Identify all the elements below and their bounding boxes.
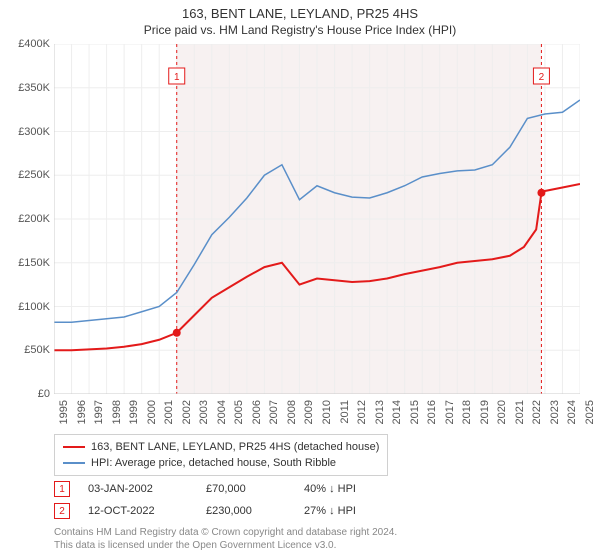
transaction-price: £230,000 [206,505,286,517]
chart-title: 163, BENT LANE, LEYLAND, PR25 4HS [0,0,600,21]
y-tick-label: £150K [4,257,50,269]
x-tick-label: 2024 [566,400,578,424]
legend-row: HPI: Average price, detached house, Sout… [63,455,379,471]
x-tick-label: 2016 [426,400,438,424]
x-tick-label: 2020 [496,400,508,424]
legend-row: 163, BENT LANE, LEYLAND, PR25 4HS (detac… [63,439,379,455]
transaction-pct: 40% ↓ HPI [304,483,404,495]
y-tick-label: £350K [4,82,50,94]
x-tick-label: 2003 [198,400,210,424]
legend-label-price: 163, BENT LANE, LEYLAND, PR25 4HS (detac… [91,441,379,453]
x-tick-label: 2004 [216,400,228,424]
x-tick-label: 2006 [251,400,263,424]
legend: 163, BENT LANE, LEYLAND, PR25 4HS (detac… [54,434,388,476]
transaction-row: 1 03-JAN-2002 £70,000 40% ↓ HPI [54,478,404,500]
x-tick-label: 2023 [549,400,561,424]
marker-badge: 1 [54,481,70,497]
x-tick-label: 2019 [479,400,491,424]
footer-line: Contains HM Land Registry data © Crown c… [54,526,397,539]
plot-svg: 12 [54,44,580,394]
y-tick-label: £400K [4,38,50,50]
x-tick-label: 2002 [181,400,193,424]
transaction-row: 2 12-OCT-2022 £230,000 27% ↓ HPI [54,500,404,522]
x-tick-label: 2022 [531,400,543,424]
transaction-date: 12-OCT-2022 [88,505,188,517]
x-tick-label: 1996 [76,400,88,424]
x-tick-label: 2011 [339,400,351,424]
x-tick-label: 2025 [584,400,596,424]
y-tick-label: £200K [4,213,50,225]
footer: Contains HM Land Registry data © Crown c… [54,526,397,552]
x-tick-label: 2001 [163,400,175,424]
x-tick-label: 2008 [286,400,298,424]
x-tick-label: 2017 [444,400,456,424]
x-tick-label: 1999 [128,400,140,424]
x-tick-label: 2014 [391,400,403,424]
x-tick-label: 2005 [233,400,245,424]
chart-subtitle: Price paid vs. HM Land Registry's House … [0,21,600,37]
transaction-pct: 27% ↓ HPI [304,505,404,517]
x-tick-label: 1997 [93,400,105,424]
transaction-price: £70,000 [206,483,286,495]
marker-badge: 2 [54,503,70,519]
svg-text:2: 2 [539,72,545,83]
x-tick-label: 2000 [146,400,158,424]
x-tick-label: 1995 [58,400,70,424]
x-tick-label: 2012 [356,400,368,424]
svg-text:1: 1 [174,72,180,83]
x-tick-label: 1998 [111,400,123,424]
transaction-date: 03-JAN-2002 [88,483,188,495]
x-tick-label: 2021 [514,400,526,424]
x-tick-label: 2018 [461,400,473,424]
x-tick-label: 2007 [268,400,280,424]
y-tick-label: £50K [4,344,50,356]
y-tick-label: £0 [4,388,50,400]
footer-line: This data is licensed under the Open Gov… [54,539,397,552]
x-tick-label: 2015 [409,400,421,424]
x-tick-label: 2013 [374,400,386,424]
plot-area: 12 [54,44,580,394]
x-tick-label: 2010 [321,400,333,424]
chart-container: 163, BENT LANE, LEYLAND, PR25 4HS Price … [0,0,600,560]
legend-swatch-hpi [63,462,85,464]
y-tick-label: £100K [4,301,50,313]
transaction-table: 1 03-JAN-2002 £70,000 40% ↓ HPI 2 12-OCT-2022… [54,478,404,522]
x-tick-label: 2009 [303,400,315,424]
y-tick-label: £300K [4,126,50,138]
y-tick-label: £250K [4,169,50,181]
legend-swatch-price [63,446,85,448]
legend-label-hpi: HPI: Average price, detached house, Sout… [91,457,336,469]
